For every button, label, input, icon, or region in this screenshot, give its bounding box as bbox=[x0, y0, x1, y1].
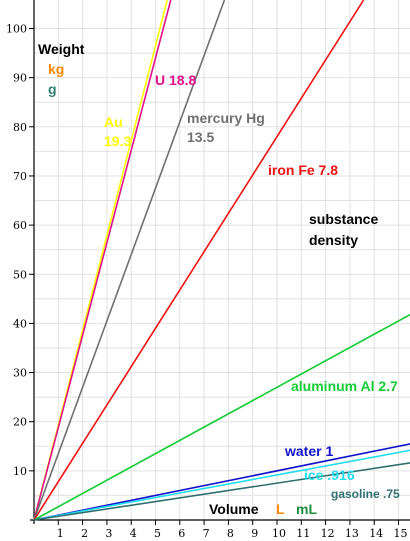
y-tick-label: 30 bbox=[13, 367, 27, 380]
y-tick-label: 40 bbox=[13, 317, 27, 330]
y-tick-label: 60 bbox=[13, 219, 27, 232]
y-tick-label: 90 bbox=[13, 72, 27, 85]
x-tick-label: 9 bbox=[251, 527, 258, 540]
series-label-ice: ice .916 bbox=[304, 467, 355, 483]
x-tick-label: 10 bbox=[272, 527, 286, 540]
axes bbox=[29, 0, 410, 525]
x-tick-label: 11 bbox=[296, 527, 310, 540]
series-label-water: water 1 bbox=[284, 443, 333, 459]
x-tick-label: 3 bbox=[105, 527, 112, 540]
x-tick-label: 14 bbox=[369, 527, 383, 540]
x-axis-unit-mL: mL bbox=[296, 501, 317, 517]
chart-title-line2: density bbox=[309, 232, 358, 248]
chart-title-line1: substance bbox=[309, 211, 378, 227]
y-tick-label: 10 bbox=[13, 465, 27, 478]
x-axis-label: Volume bbox=[209, 501, 259, 517]
x-tick-label: 4 bbox=[130, 527, 137, 540]
series-label-au: Au bbox=[104, 114, 123, 130]
tick-labels: 1 2 3 4 5 6 7 8 9 10 11 12 13 14 151020304050607080901… bbox=[6, 23, 408, 541]
x-tick-label: 12 bbox=[321, 527, 335, 540]
series-label-u: U 18.8 bbox=[155, 72, 196, 88]
x-tick-label: 2 bbox=[81, 527, 88, 540]
y-tick-label: 70 bbox=[13, 170, 27, 183]
series-line-u bbox=[33, 0, 172, 521]
series-label-mercury-hg: mercury Hg bbox=[187, 110, 265, 126]
x-tick-label: 1 bbox=[57, 527, 64, 540]
x-tick-label: 15 bbox=[394, 527, 408, 540]
series-line-gasoline bbox=[33, 462, 410, 521]
x-tick-label: 8 bbox=[227, 527, 234, 540]
x-tick-label: 7 bbox=[203, 527, 210, 540]
series-line-aluminum-al bbox=[33, 313, 410, 521]
y-tick-label: 100 bbox=[6, 23, 27, 36]
series-label-iron-fe: iron Fe 7.8 bbox=[268, 162, 338, 178]
x-tick-label: 6 bbox=[178, 527, 185, 540]
y-axis-unit-kg: kg bbox=[48, 61, 64, 77]
series-label-gasoline: gasoline .75 bbox=[331, 487, 400, 501]
x-tick-label: 5 bbox=[154, 527, 161, 540]
series-lines bbox=[33, 0, 410, 521]
series-line-ice bbox=[33, 449, 410, 521]
y-tick-label: 20 bbox=[13, 416, 27, 429]
series-label-aluminum-al: aluminum Al 2.7 bbox=[291, 378, 398, 394]
y-tick-label: 80 bbox=[13, 121, 27, 134]
series-line-iron-fe bbox=[33, 0, 365, 521]
y-axis-label: Weight bbox=[38, 41, 85, 57]
series-line-water bbox=[33, 443, 410, 521]
series-line-mercury-hg bbox=[33, 0, 226, 521]
y-tick-label: 50 bbox=[13, 268, 27, 281]
series-label-mercury-hg: 13.5 bbox=[187, 129, 214, 145]
x-axis-unit-L: L bbox=[276, 501, 285, 517]
x-tick-label: 13 bbox=[345, 527, 359, 540]
y-axis-unit-g: g bbox=[48, 81, 57, 97]
series-labels: Au 19.3 U 18.8 mercury Hg 13.5 iron Fe 7.8 alu… bbox=[104, 72, 400, 501]
grid bbox=[34, 0, 410, 520]
series-label-au: 19.3 bbox=[104, 133, 131, 149]
